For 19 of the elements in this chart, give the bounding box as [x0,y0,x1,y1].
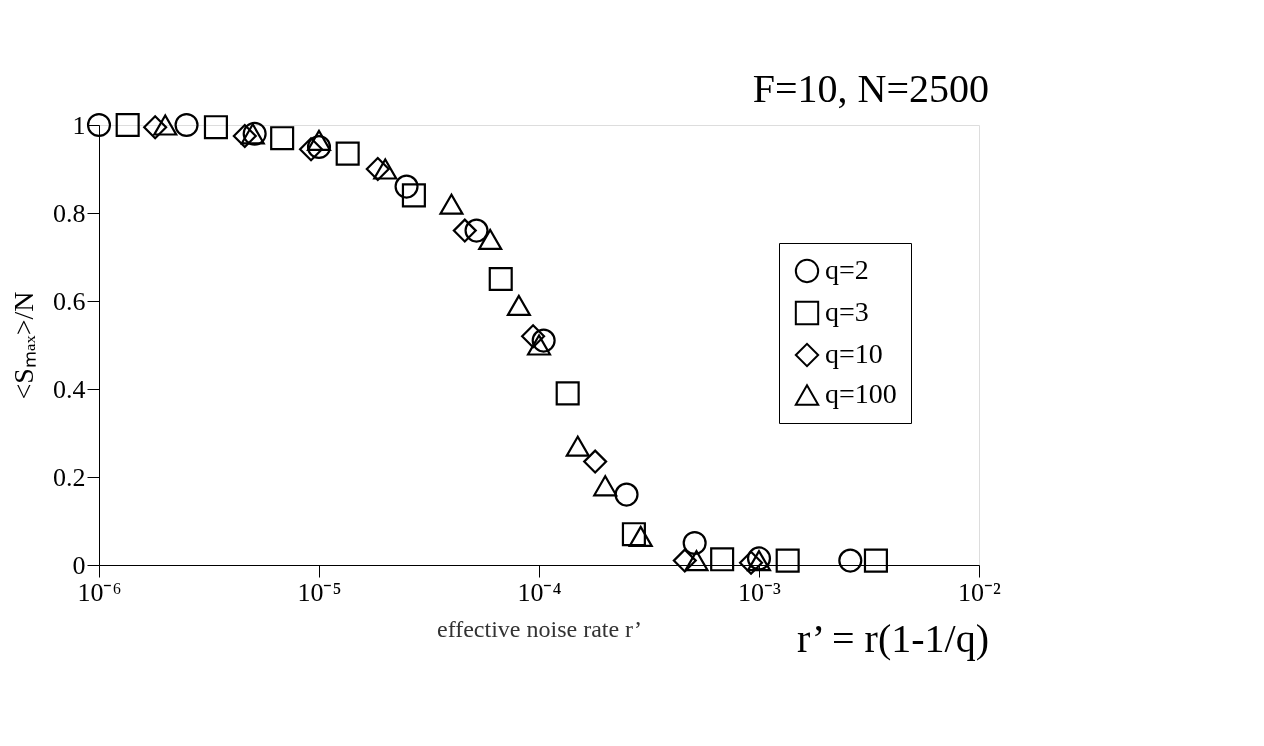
y-tick-label: 0.6 [53,286,86,316]
text: F=10, N=2500 [752,66,989,111]
legend-label: q=100 [825,378,897,409]
legend-label: q=2 [825,254,869,285]
y-tick-label: 0.8 [53,198,86,228]
legend-label: q=3 [825,296,869,327]
x-tick-label: 10⁻⁴ [517,577,562,607]
y-tick-label: 0.4 [53,374,86,404]
x-tick-label: 10⁻⁶ [77,577,122,607]
y-axis-title: <Sₘₐₓ>/N [8,291,39,400]
x-tick-label: 10⁻² [958,577,1002,607]
text: r’ = r(1-1/q) [796,616,989,661]
x-tick-label: 10⁻⁵ [297,577,342,607]
y-tick-label: 0.2 [53,462,86,492]
y-tick-label: 0 [72,550,86,580]
x-tick-label: 10⁻³ [738,577,782,607]
y-tick-label: 1 [72,110,86,140]
x-axis-title: effective noise rate r’ [437,615,642,642]
legend-label: q=10 [825,338,883,369]
